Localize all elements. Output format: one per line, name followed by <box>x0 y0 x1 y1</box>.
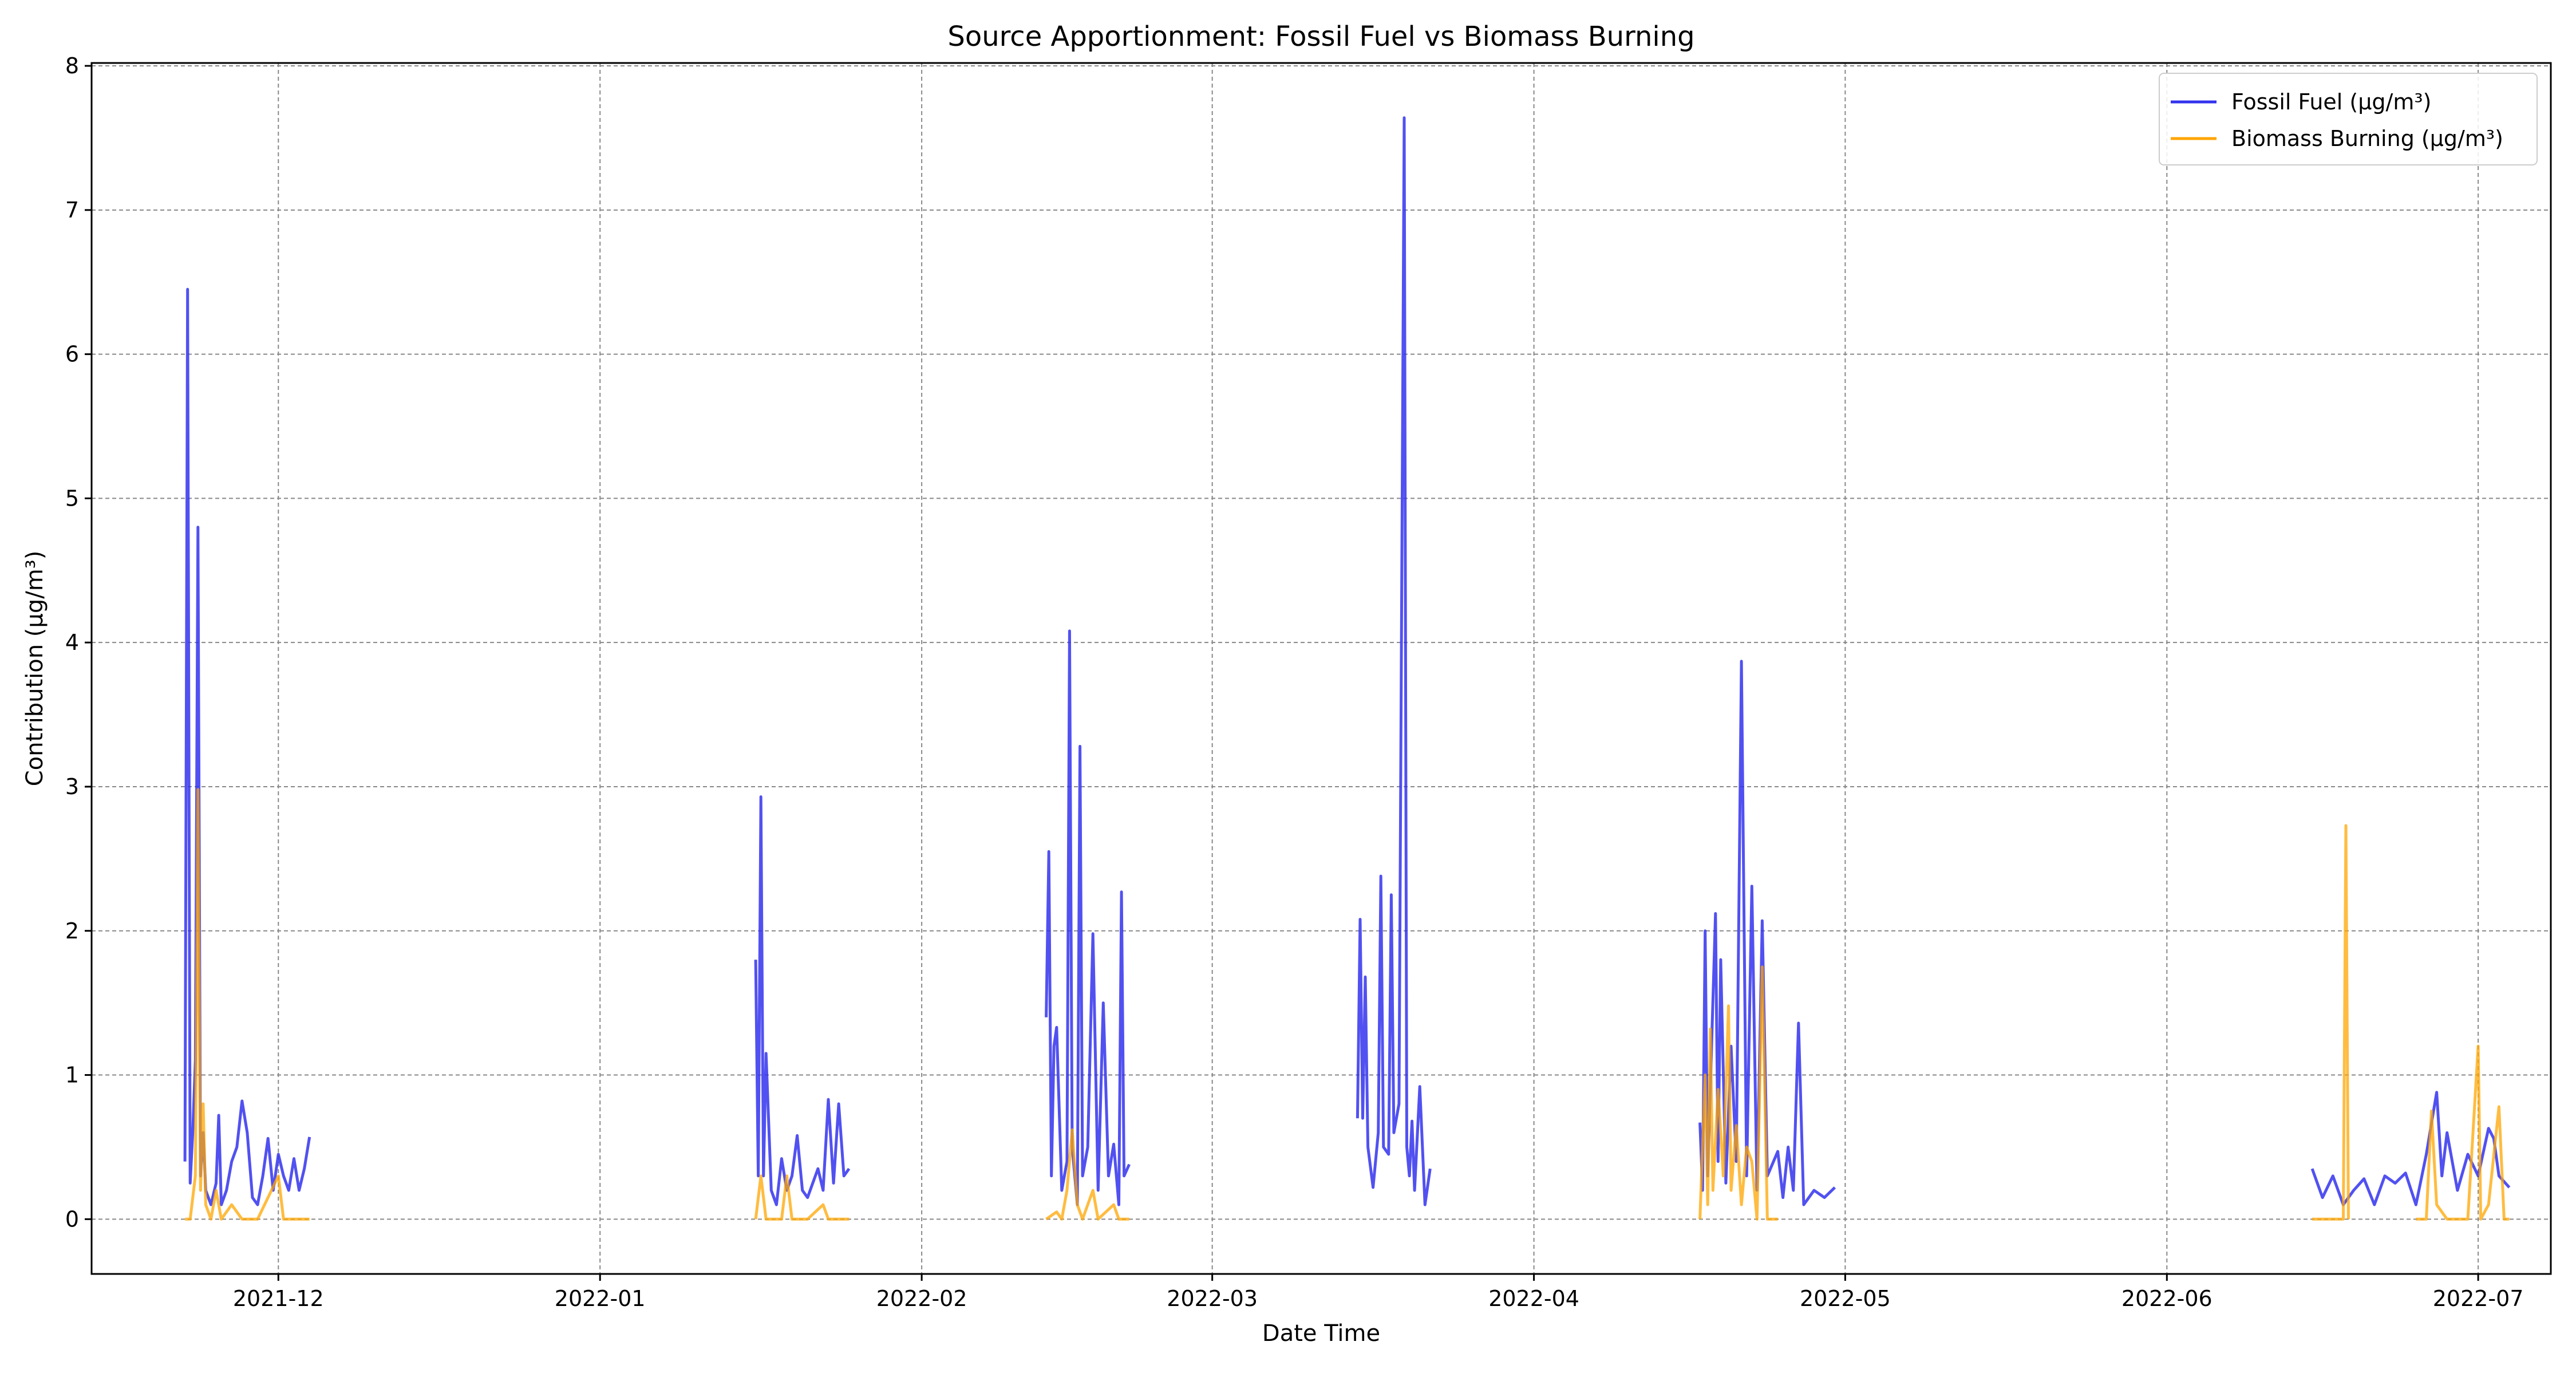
y-tick-label: 7 <box>65 198 79 223</box>
y-tick-label: 6 <box>65 342 79 367</box>
series-line-biomass-burning <box>185 788 2510 1221</box>
plot-frame <box>90 62 2552 1275</box>
x-tick-label: 2022-05 <box>1800 1286 1891 1311</box>
grid-lines <box>92 63 2551 1274</box>
x-tick-label: 2022-04 <box>1488 1286 1579 1311</box>
y-tick-label: 2 <box>65 918 79 944</box>
x-tick-label: 2022-06 <box>2121 1286 2212 1311</box>
x-tick-label: 2021-12 <box>233 1286 324 1311</box>
x-tick-label: 2022-01 <box>555 1286 646 1311</box>
chart-title: Source Apportionment: Fossil Fuel vs Bio… <box>947 21 1694 53</box>
legend: Fossil Fuel (µg/m³) Biomass Burning (µg/… <box>2159 73 2538 165</box>
legend-box <box>2159 73 2538 165</box>
x-tick-label: 2022-03 <box>1167 1286 1258 1311</box>
y-tick-label: 5 <box>65 486 79 511</box>
x-axis-ticks: 2021-12 2022-01 2022-02 2022-03 2022-04 2022-… <box>233 1274 2524 1311</box>
y-tick-label: 3 <box>65 774 79 799</box>
legend-label-biomass-burning: Biomass Burning (µg/m³) <box>2231 126 2503 151</box>
y-axis-ticks: 0 1 2 3 4 5 6 7 8 <box>65 53 92 1232</box>
y-tick-label: 8 <box>65 53 79 78</box>
y-tick-label: 4 <box>65 630 79 655</box>
x-tick-label: 2022-07 <box>2433 1286 2524 1311</box>
x-tick-label: 2022-02 <box>876 1286 967 1311</box>
series-line-fossil-fuel <box>183 116 2511 1206</box>
x-axis-label: Date Time <box>1262 1320 1380 1347</box>
series-lines <box>183 116 2511 1221</box>
y-axis-label: Contribution (µg/m³) <box>22 551 48 787</box>
legend-label-fossil-fuel: Fossil Fuel (µg/m³) <box>2231 89 2431 115</box>
y-tick-label: 1 <box>65 1063 79 1088</box>
y-tick-label: 0 <box>65 1206 79 1232</box>
